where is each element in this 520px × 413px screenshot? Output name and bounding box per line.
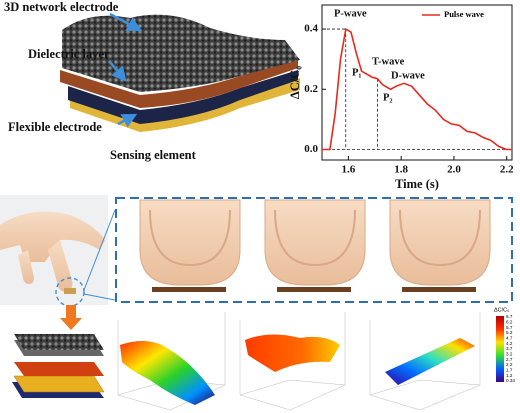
caption: Sensing element [110, 148, 197, 162]
colorbar-label: 2.2 [506, 362, 513, 367]
surface-plot [117, 312, 226, 411]
colorbar-label: 5.2 [506, 330, 513, 335]
arrow-head [60, 318, 82, 330]
colorbar-label: 1.2 [506, 373, 513, 378]
fingertip [139, 199, 241, 292]
connector [83, 293, 116, 301]
colorbar [496, 316, 504, 382]
x-tick-label: 2.0 [447, 164, 461, 176]
connector [83, 209, 116, 291]
colorbar-title: ΔC/C₀ [494, 307, 509, 313]
arrow [109, 12, 143, 32]
colorbar-label: 0.34 [506, 378, 515, 383]
label-top-electrode: 3D network electrode [4, 0, 119, 14]
device-layers [12, 334, 105, 398]
label-bottom-electrode: Flexible electrode [8, 120, 102, 134]
x-axis-label: Time (s) [395, 177, 439, 191]
annotation: P-wave [334, 8, 367, 19]
line-chart: 1.6 1.8 2.0 2.2 0.0 0.2 0.4 Time (s) ΔC/C₀ Pulse … [288, 4, 514, 191]
y-tick-label: 0.0 [304, 143, 318, 155]
data-line [322, 27, 512, 151]
arrow-shaft [66, 305, 76, 319]
annotation: P₁ [352, 67, 362, 78]
colorbar-label: 1.7 [506, 368, 513, 373]
annotation: T-wave [372, 56, 405, 67]
fingertip [264, 199, 366, 292]
label-dielectric: Dielectric layer [28, 47, 110, 61]
colorbar-label: 6.7 [506, 314, 513, 319]
colorbar-label: 2.7 [506, 357, 513, 362]
sensor-illustration [60, 14, 300, 132]
annotation: P₂ [383, 92, 393, 103]
zoom-box [115, 197, 513, 303]
surface-plot [239, 312, 346, 411]
colorbar-label: 4.7 [506, 336, 513, 341]
x-tick-label: 1.8 [394, 164, 408, 176]
surface-plot [369, 312, 481, 411]
y-tick-label: 0.4 [304, 23, 318, 35]
y-axis-label: ΔC/C₀ [288, 66, 302, 99]
annotation: D-wave [391, 70, 425, 81]
colorbar-labels: 6.76.25.75.24.74.23.73.22.72.21.71.20.34 [506, 314, 515, 383]
x-tick-label: 1.6 [342, 164, 356, 176]
plot-frame [321, 4, 513, 161]
colorbar-label: 6.2 [506, 320, 513, 325]
y-tick-label: 0.2 [304, 83, 318, 95]
legend-label: Pulse wave [444, 9, 484, 19]
arrow [109, 61, 127, 82]
colorbar-label: 5.7 [506, 325, 513, 330]
colorbar-label: 3.2 [506, 352, 513, 357]
hand-photo [0, 195, 108, 307]
arrow [117, 113, 138, 128]
x-tick-label: 2.2 [500, 164, 514, 176]
colorbar-label: 3.7 [506, 346, 513, 351]
fingertip [389, 199, 491, 292]
colorbar-label: 4.2 [506, 341, 513, 346]
